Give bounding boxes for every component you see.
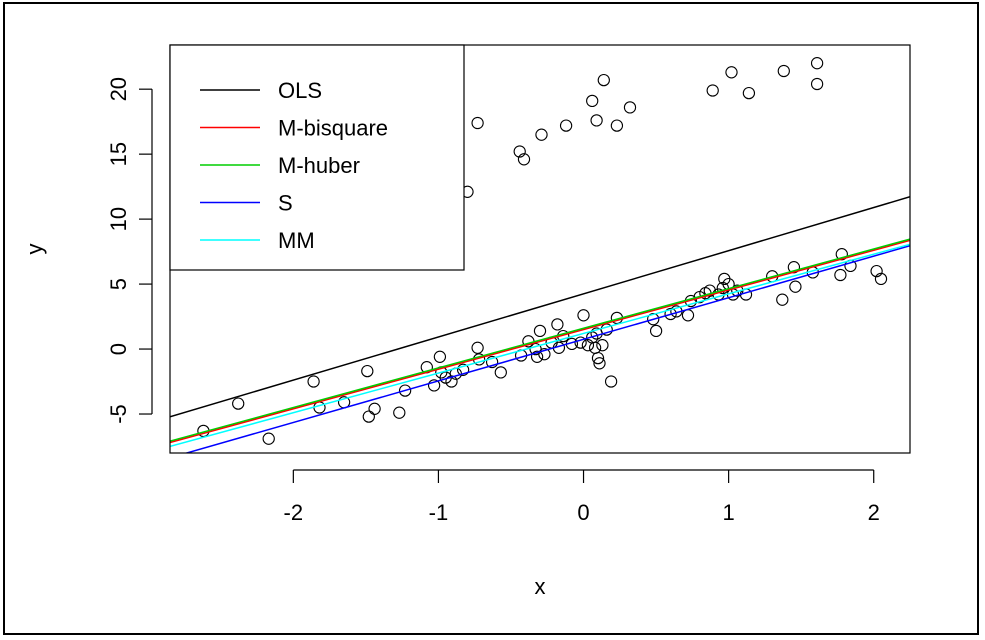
regression-line-ols (170, 196, 910, 418)
data-point (725, 66, 738, 79)
data-point (232, 397, 245, 410)
legend-label: OLS (278, 78, 322, 103)
data-point (535, 128, 548, 141)
data-point (577, 309, 590, 322)
regression-line-m-huber (170, 238, 910, 442)
data-point (393, 406, 406, 419)
y-axis-label: y (22, 244, 47, 255)
data-point (427, 379, 441, 392)
data-point (494, 366, 507, 379)
regression-line-s (184, 245, 910, 453)
x-tick-label: -2 (284, 500, 304, 525)
y-tick-label: -5 (106, 404, 131, 424)
data-point (777, 64, 790, 78)
data-point (703, 284, 716, 297)
y-tick-label: 5 (106, 278, 131, 290)
data-point (586, 94, 599, 108)
data-point (604, 375, 618, 388)
data-point (368, 402, 381, 415)
regression-line-mm (170, 243, 910, 448)
data-point (307, 375, 320, 388)
data-point (870, 264, 883, 278)
data-point (471, 341, 484, 354)
regression-line-m-bisquare (170, 239, 910, 444)
data-point (742, 86, 756, 100)
y-tick-label: 15 (106, 142, 131, 166)
x-tick-label: -1 (429, 500, 449, 525)
data-point (810, 57, 824, 70)
data-point (551, 318, 564, 331)
legend-label: M-bisquare (278, 116, 388, 141)
data-point (471, 116, 484, 130)
data-point (664, 307, 677, 321)
data-point (835, 248, 848, 261)
data-point (574, 336, 587, 349)
legend-box (169, 44, 465, 271)
data-point (445, 375, 458, 388)
y-tick-label: 10 (106, 207, 131, 231)
data-point (533, 324, 547, 338)
data-point (596, 339, 609, 352)
data-point (485, 355, 499, 369)
data-point (398, 384, 412, 397)
data-point (590, 114, 603, 127)
data-point (362, 410, 375, 423)
data-point (262, 432, 275, 445)
data-point (647, 313, 660, 326)
data-point (610, 119, 624, 132)
data-point (681, 309, 695, 322)
data-point (513, 145, 526, 158)
data-point (597, 73, 610, 87)
data-point (588, 341, 602, 354)
data-point (581, 339, 595, 352)
x-tick-label: 1 (723, 500, 735, 525)
data-point (530, 350, 544, 363)
data-point (559, 119, 573, 132)
data-point (874, 272, 888, 286)
data-point (834, 268, 847, 282)
data-point (517, 153, 531, 166)
data-point (789, 280, 802, 293)
data-point (433, 350, 447, 363)
figure-frame (3, 2, 979, 635)
y-tick-label: 20 (106, 77, 131, 101)
legend-label: M-huber (278, 153, 360, 178)
data-point (591, 351, 605, 365)
data-point (623, 101, 637, 114)
data-point (649, 324, 663, 338)
legend-label: S (278, 191, 293, 216)
legend: OLS M-bisquare M-huber S MM (169, 44, 465, 271)
legend-label: MM (278, 228, 315, 253)
data-point (361, 364, 374, 378)
data-point (538, 348, 551, 361)
data-point (810, 77, 824, 91)
x-tick-label: 2 (868, 500, 880, 525)
y-tick-label: 0 (106, 343, 131, 355)
data-point (593, 357, 606, 370)
data-point (776, 293, 789, 306)
x-axis-label: x (535, 574, 546, 599)
data-point (313, 401, 326, 414)
x-tick-label: 0 (577, 500, 589, 525)
data-point (456, 363, 470, 376)
data-point (706, 84, 719, 97)
